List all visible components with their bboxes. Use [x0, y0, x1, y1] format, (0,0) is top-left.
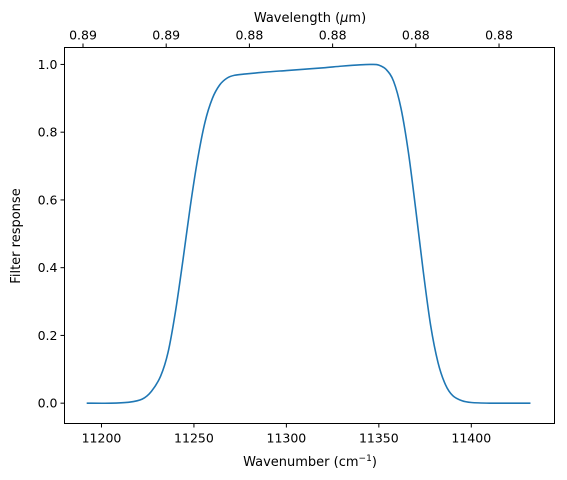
x-tick-label: 11400 — [451, 431, 491, 446]
y-axis: 0.0 0.2 0.4 0.6 0.8 1.0 — [38, 57, 65, 411]
x-axis-label: Wavenumber (cm−1) — [243, 454, 377, 470]
x-tick-label: 11250 — [174, 431, 214, 446]
axes-frame — [64, 47, 555, 424]
y-tick-label: 0.4 — [38, 260, 58, 275]
top-x-axis: 0.89 0.89 0.88 0.88 0.88 0.88 — [69, 28, 513, 48]
bottom-x-axis: 11200 11250 11300 11350 11400 — [82, 423, 491, 446]
top-x-tick-label: 0.88 — [235, 28, 263, 43]
x-axis-label-superscript: −1 — [359, 454, 372, 464]
series-line-0 — [86, 63, 531, 405]
top-x-tick-label: 0.88 — [402, 28, 430, 43]
top-x-tick-label: 0.88 — [485, 28, 513, 43]
top-x-tick-label: 0.88 — [319, 28, 347, 43]
y-tick-label: 0.8 — [38, 125, 58, 140]
plot-area — [86, 63, 531, 405]
x-tick-label: 11300 — [267, 431, 307, 446]
x-tick-label: 11350 — [359, 431, 399, 446]
y-tick-label: 0.2 — [38, 328, 58, 343]
top-x-tick-label: 0.89 — [69, 28, 97, 43]
x-tick-label: 11200 — [82, 431, 122, 446]
top-x-axis-label: Wavelength (μm) — [254, 11, 366, 26]
y-tick-label: 0.6 — [38, 192, 58, 207]
y-axis-label: Filter response — [9, 188, 24, 283]
y-tick-label: 1.0 — [38, 57, 58, 72]
top-x-tick-label: 0.89 — [152, 28, 180, 43]
y-tick-label: 0.0 — [38, 396, 58, 411]
